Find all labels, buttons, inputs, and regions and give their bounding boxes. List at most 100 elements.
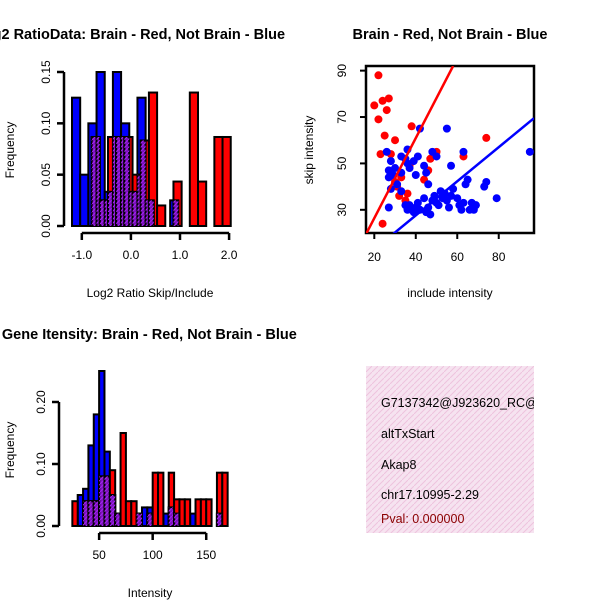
scatter-point-red [384, 94, 393, 103]
intensity-hist-bar-overlap-hatch [83, 501, 89, 526]
ratio-hist-axes: -1.0 0.0 1.0 2.0 0.00 0.05 0.10 0.15 [39, 60, 238, 262]
scatter-point-red [374, 71, 383, 80]
intensity-hist-bars [71, 370, 229, 528]
scatter-point-blue [420, 161, 429, 170]
ratio-hist-bar-overlap-hatch [99, 200, 105, 226]
scatter-point-blue [426, 210, 435, 219]
intensity-scatter: Brain - Red, Not Brain - Blue 20 40 60 80 30… [302, 27, 547, 300]
pval: Pval: 0.000000 [381, 512, 464, 526]
intensity-hist-bar-overlap-hatch [174, 513, 180, 526]
intensity-hist-bar-overlap-hatch [168, 507, 175, 526]
scatter-point-blue [457, 205, 466, 214]
scatter-point-blue [393, 180, 402, 189]
intensity-hist-bar-overlap-hatch [136, 513, 142, 526]
ratio-hist-bar-overlap-hatch [112, 136, 117, 226]
scatter-point-blue [411, 171, 420, 180]
intensity-hist-bar-red [157, 471, 165, 527]
intensity-hist-bar-red [183, 498, 192, 527]
scatter-point-blue [459, 198, 468, 207]
ratio-hist-y-tick-label: 0.05 [39, 163, 53, 187]
intensity-hist-bar-red [205, 498, 213, 527]
scatter-point-blue [397, 187, 406, 196]
intensity-hist-x-tick-label: 150 [196, 548, 216, 562]
ratio-hist-bar-overlap-hatch [104, 200, 109, 226]
ratio-hist-bar-overlap-hatch [173, 200, 179, 226]
intensity-hist-bar-overlap-hatch [93, 501, 100, 526]
intensity-hist-y-tick-label: 0.00 [34, 514, 48, 538]
scatter-point-blue [422, 168, 431, 177]
info-panel-background [366, 366, 534, 533]
intensity-hist-y-tick-label: 0.20 [34, 390, 48, 414]
event-type: altTxStart [381, 427, 435, 441]
intensity-hist-bar-red [221, 471, 229, 527]
ratio-hist-bar-overlap-hatch [107, 191, 113, 226]
intensity-hist-bar-overlap-hatch [115, 513, 121, 526]
ratio-hist-bar-overlap-hatch [137, 174, 141, 226]
intensity-hist-title: Log2 Gene Itensity: Brain - Red, Not Bra… [0, 327, 297, 343]
ratio-hist-bar-blue [79, 173, 90, 228]
gene-name: Akap8 [381, 458, 416, 472]
scatter-points [366, 66, 534, 233]
scatter-point-blue [405, 164, 414, 173]
scatter-x-tick-label: 40 [409, 250, 423, 264]
ratio-hist-xlabel: Log2 Ratio Skip/Include [87, 286, 214, 300]
scatter-point-red [426, 154, 435, 163]
scatter-point-red [380, 131, 389, 140]
scatter-point-blue [463, 175, 472, 184]
intensity-histogram: Log2 Gene Itensity: Brain - Red, Not Bra… [0, 327, 297, 600]
scatter-point-blue [434, 201, 443, 210]
scatter-y-tick-label: 90 [335, 64, 349, 78]
ratio-hist-bar-overlap-hatch [129, 191, 133, 226]
ratio-hist-x-tick-label: 0.0 [123, 248, 140, 262]
scatter-point-blue [525, 147, 534, 156]
scatter-point-blue [382, 147, 391, 156]
intensity-hist-xlabel: Intensity [128, 586, 173, 600]
ratio-hist-bar-overlap-hatch [132, 191, 138, 226]
scatter-point-red [407, 122, 416, 131]
probe-id: G7137342@J923620_RC@j_at [381, 396, 558, 410]
ratio-hist-bar-red [221, 135, 232, 228]
locus: chr17.10995-2.29 [381, 488, 479, 502]
scatter-point-blue [447, 161, 456, 170]
scatter-point-blue [471, 201, 480, 210]
scatter-x-tick-label: 20 [368, 250, 382, 264]
ratio-hist-y-tick-label: 0.00 [39, 214, 53, 238]
ratio-hist-x-tick-label: 1.0 [172, 248, 189, 262]
ratio-hist-x-tick-label: 2.0 [221, 248, 238, 262]
ratio-hist-bar-overlap-hatch [140, 140, 146, 226]
ratio-hist-bar-overlap-hatch [121, 136, 125, 226]
intensity-hist-x-tick-label: 50 [92, 548, 106, 562]
ratio-histogram: Log2 RatioData: Brain - Red, Not Brain -… [0, 27, 285, 300]
scatter-fit-line-red [366, 66, 455, 233]
ratio-hist-bar-blue [71, 96, 82, 227]
ratio-hist-bar-red [197, 180, 208, 227]
ratio-hist-x-tick-label: -1.0 [71, 248, 92, 262]
scatter-point-blue [386, 157, 395, 166]
scatter-frame [364, 64, 536, 235]
ratio-hist-bar-overlap-hatch [96, 136, 100, 226]
ratio-hist-y-tick-label: 0.10 [39, 111, 53, 135]
intensity-hist-y-tick-label: 0.10 [34, 452, 48, 476]
scatter-point-blue [453, 194, 462, 203]
scatter-point-blue [384, 173, 393, 182]
intensity-hist-ylabel: Frequency [3, 422, 17, 479]
scatter-point-blue [420, 194, 429, 203]
intensity-hist-bar-overlap-hatch [216, 513, 223, 526]
info-panel-clip: G7137342@J923620_RC@j_at altTxStart Akap… [381, 396, 558, 526]
scatter-y-tick-label: 30 [335, 203, 349, 217]
scatter-point-blue [447, 191, 456, 200]
scatter-point-blue [432, 152, 441, 161]
scatter-point-blue [482, 177, 491, 186]
ratio-hist-bar-red [156, 204, 167, 227]
scatter-point-red [403, 189, 412, 198]
intensity-hist-bar-overlap-hatch [104, 476, 110, 526]
ratio-hist-bar-overlap-hatch [116, 136, 122, 226]
intensity-hist-bar-red [119, 432, 127, 527]
ratio-hist-y-tick-label: 0.15 [39, 60, 53, 84]
scatter-point-blue [413, 198, 422, 207]
scatter-point-red [370, 101, 379, 110]
intensity-hist-bar-overlap-hatch [147, 513, 153, 526]
scatter-ylabel: skip intensity [302, 116, 316, 185]
scatter-point-blue [391, 164, 400, 173]
